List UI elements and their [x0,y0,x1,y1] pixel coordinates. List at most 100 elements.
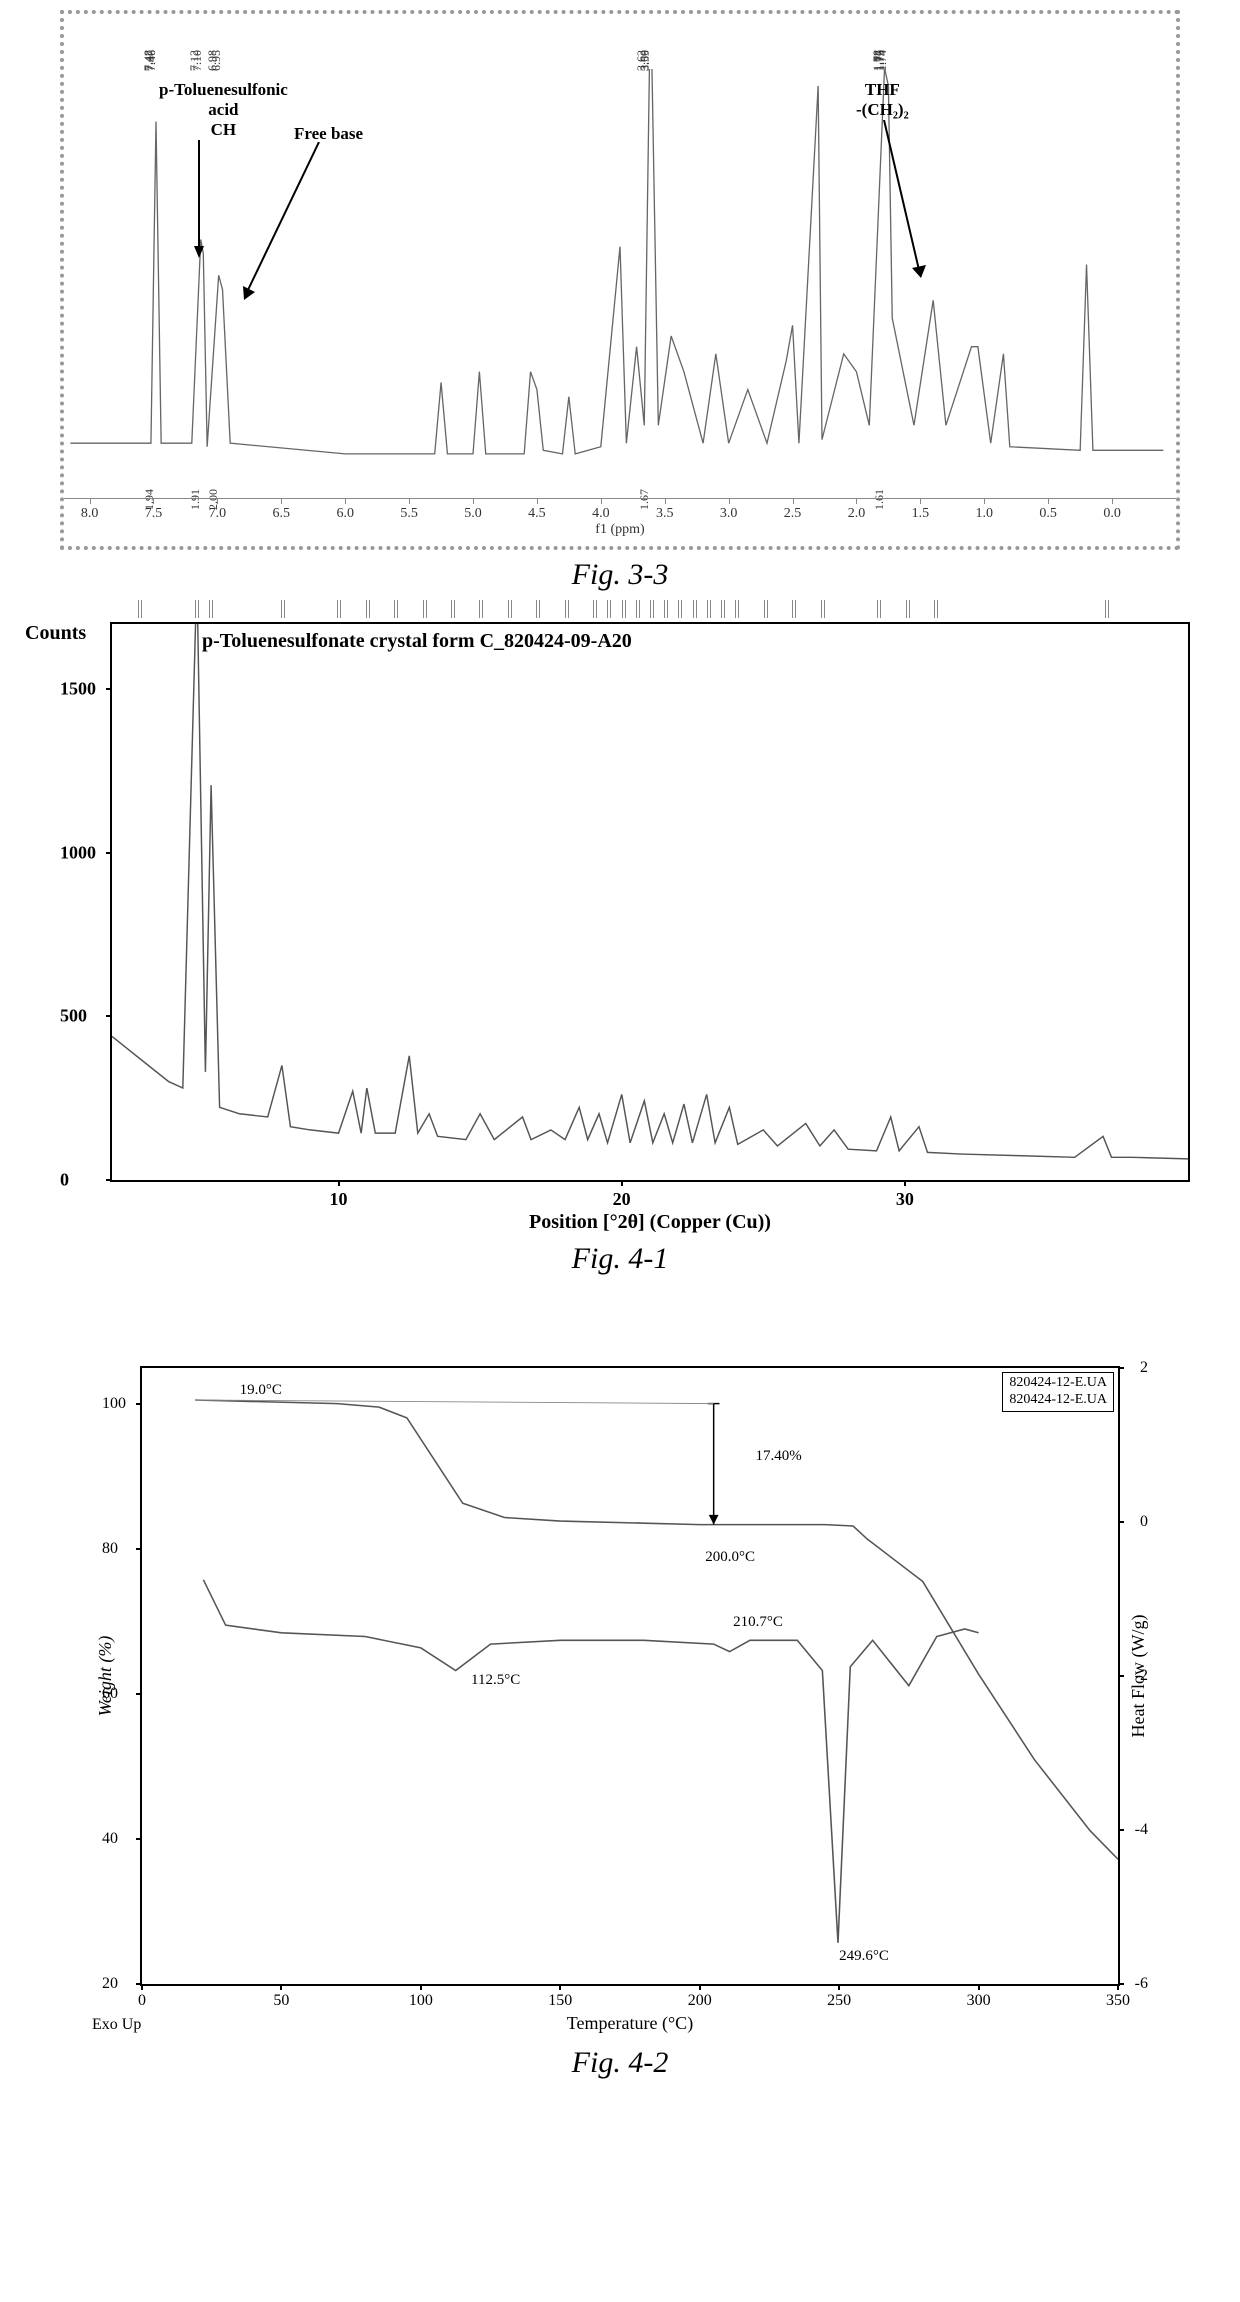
top-marker [821,600,825,618]
xtick [281,498,282,504]
xtick-label: 10 [330,1189,348,1210]
left-ytick: 100 [102,1395,126,1413]
ptsa-line3: CH [159,120,288,140]
top-marker [764,600,768,618]
legend-item-1: 820424-12-E.UA [1009,1375,1107,1392]
ytick-label: 500 [60,1006,87,1027]
point-label: 17.40% [755,1448,801,1465]
xtick-line [621,1180,623,1186]
xlabel: 2.5 [784,506,802,522]
top-marker [1105,600,1109,618]
fig33-xaxis-title: f1 (ppm) [595,522,644,538]
fig41-caption: Fig. 4-1 [20,1242,1220,1276]
xtick-line [838,1984,840,1990]
top-marker [664,600,668,618]
top-marker [138,600,142,618]
xtick-line [141,1984,143,1990]
top-marker [508,600,512,618]
top-marker [792,600,796,618]
xlabel: 0.0 [1103,506,1121,522]
figure-3-3: 7.487.477.467.467.127.106.986.953.623.60… [20,10,1220,592]
fig42-legend: 820424-12-E.UA 820424-12-E.UA [1002,1372,1114,1412]
ytick-line [1118,1521,1124,1523]
top-marker [877,600,881,618]
fig41-xtitle: Position [°2θ] (Copper (Cu)) [529,1211,771,1234]
left-ytick: 40 [102,1830,118,1848]
peak-label: 1.74 [875,50,890,71]
xtick [920,498,921,504]
annotation-ptsa: p-Toluenesulfonic acid CH [159,80,288,140]
top-marker [423,600,427,618]
xtick [729,498,730,504]
ytick-line [136,1548,142,1550]
fig41-ylabel: Counts [25,622,86,645]
fig42-caption: Fig. 4-2 [20,2046,1220,2080]
xlabel: 4.5 [528,506,546,522]
xtick-label: 50 [273,1992,289,2010]
top-marker [195,600,199,618]
fig33-frame: 7.487.477.467.467.127.106.986.953.623.60… [60,10,1180,550]
xtick [793,498,794,504]
right-ytick: 0 [1140,1513,1148,1531]
fig33-caption: Fig. 3-3 [20,558,1220,592]
top-marker [607,600,611,618]
xtick [153,498,154,504]
top-marker [593,600,597,618]
fig33-peak-labels: 7.487.477.467.467.127.106.986.953.623.60… [64,12,1176,62]
top-marker [337,600,341,618]
fig41-wrap: Counts p-Toluenesulfonate crystal form C… [110,622,1190,1182]
top-marker [721,600,725,618]
right-ytick: -2 [1135,1667,1148,1685]
fig42-frame: 20406080100 -6-4-202 0501001502002503003… [140,1366,1120,1986]
point-label: 200.0°C [705,1549,755,1566]
xlabel: 8.0 [81,506,99,522]
xlabel: 1.5 [912,506,930,522]
fig42-plot-area [142,1368,1118,1973]
xtick-line [280,1984,282,1990]
point-label: 249.6°C [839,1948,889,1965]
xtick [856,498,857,504]
xlabel: 4.0 [592,506,610,522]
xtick-line [338,1180,340,1186]
xtick-label: 300 [967,1992,991,2010]
top-marker [678,600,682,618]
fig42-exoup: Exo Up [92,2016,141,2034]
left-ytick: 80 [102,1540,118,1558]
thf-line2: -(CH₂)₂ [856,100,909,120]
fig41-top-markers [110,600,1190,622]
xlabel: 6.0 [336,506,354,522]
top-marker [209,600,213,618]
xlabel: 3.0 [720,506,738,522]
xtick-line [978,1984,980,1990]
right-ytick: -6 [1135,1975,1148,1993]
top-marker [394,600,398,618]
top-marker [650,600,654,618]
xtick-label: 20 [613,1189,631,1210]
peak-label: 7.46 [144,50,159,71]
xtick-line [1117,1984,1119,1990]
top-marker [366,600,370,618]
xtick [1048,498,1049,504]
right-ytick: 2 [1140,1359,1148,1377]
ptsa-line2: acid [159,100,288,120]
top-marker [636,600,640,618]
xaxis-line [64,498,1176,499]
xlabel: 5.5 [400,506,418,522]
fig41-xrd-svg [112,624,1188,1172]
fig33-integrals: 1.941.912.001.671.61 [64,474,1176,496]
xtick-line [420,1984,422,1990]
ytick-label: 1500 [60,679,96,700]
xtick [217,498,218,504]
xtick [90,498,91,504]
freebase-text: Free base [294,124,363,143]
peak-label: 6.95 [209,50,224,71]
xtick-label: 250 [827,1992,851,2010]
top-marker [707,600,711,618]
xtick [1112,498,1113,504]
ytick-label: 1000 [60,842,96,863]
ytick-line [136,1838,142,1840]
top-marker [934,600,938,618]
xlabel: 3.5 [656,506,674,522]
xtick [601,498,602,504]
xtick-line [699,1984,701,1990]
